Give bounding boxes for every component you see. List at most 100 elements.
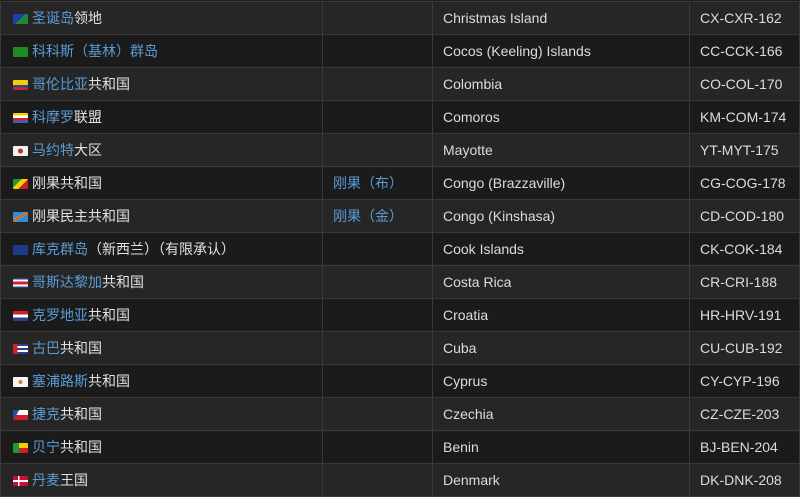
table-row: 古巴共和国 Cuba CU-CUB-192 (0, 331, 800, 365)
english-name-cell: Comoros (432, 100, 690, 134)
code-cell: CG-COG-178 (689, 166, 800, 200)
alt-name-cell (322, 265, 433, 299)
country-name-suffix: 王国 (60, 472, 88, 488)
chinese-name-cell: 科科斯（基林）群岛 (0, 34, 323, 68)
alt-name-link[interactable]: 刚果（布） (333, 175, 403, 191)
chinese-name-cell: 克罗地亚共和国 (0, 298, 323, 332)
code-cell: CC-CCK-166 (689, 34, 800, 68)
country-link[interactable]: 贝宁 (32, 439, 60, 455)
czechia-flag-icon (13, 410, 28, 420)
chinese-name-cell: 科摩罗联盟 (0, 100, 323, 134)
chinese-name-cell: 刚果民主共和国 (0, 199, 323, 233)
alt-name-cell (322, 298, 433, 332)
code-cell: DK-DNK-208 (689, 463, 800, 497)
english-name-cell: Croatia (432, 298, 690, 332)
country-link[interactable]: 克罗地亚 (32, 307, 88, 323)
colombia-flag-icon (13, 80, 28, 90)
country-link[interactable]: 库克群岛 (32, 241, 88, 257)
country-link[interactable]: 马约特 (32, 142, 74, 158)
chinese-name-cell: 马约特大区 (0, 133, 323, 167)
code-cell: CK-COK-184 (689, 232, 800, 266)
english-name-cell: Christmas Island (432, 1, 690, 35)
cocos-islands-flag-icon (13, 47, 28, 57)
code-cell: HR-HRV-191 (689, 298, 800, 332)
benin-flag-icon (13, 443, 28, 453)
alt-name-cell (322, 397, 433, 431)
country-link[interactable]: 哥斯达黎加 (32, 274, 102, 290)
code-cell: CO-COL-170 (689, 67, 800, 101)
code-cell: CZ-CZE-203 (689, 397, 800, 431)
table-row: 克罗地亚共和国 Croatia HR-HRV-191 (0, 298, 800, 332)
cook-islands-flag-icon (13, 245, 28, 255)
country-name-suffix: 共和国 (88, 373, 130, 389)
table-row: 科摩罗联盟 Comoros KM-COM-174 (0, 100, 800, 134)
country-name-suffix: 刚果民主共和国 (32, 208, 130, 224)
cyprus-flag-icon (13, 377, 28, 387)
chinese-name-cell: 库克群岛（新西兰）（有限承认） (0, 232, 323, 266)
table-row: 塞浦路斯共和国 Cyprus CY-CYP-196 (0, 364, 800, 398)
table-row: 马约特大区 Mayotte YT-MYT-175 (0, 133, 800, 167)
alt-name-cell: 刚果（金） (322, 199, 433, 233)
country-link[interactable]: 科摩罗 (32, 109, 74, 125)
code-cell: CD-COD-180 (689, 199, 800, 233)
chinese-name-cell: 丹麦王国 (0, 463, 323, 497)
chinese-name-cell: 哥伦比亚共和国 (0, 67, 323, 101)
country-link[interactable]: 塞浦路斯 (32, 373, 88, 389)
table-row: 贝宁共和国 Benin BJ-BEN-204 (0, 430, 800, 464)
table-row: 哥斯达黎加共和国 Costa Rica CR-CRI-188 (0, 265, 800, 299)
alt-name-cell (322, 364, 433, 398)
code-cell: CY-CYP-196 (689, 364, 800, 398)
country-link[interactable]: 科科斯（基林）群岛 (32, 43, 158, 59)
table-row: 刚果民主共和国 刚果（金） Congo (Kinshasa) CD-COD-180 (0, 199, 800, 233)
chinese-name-cell: 哥斯达黎加共和国 (0, 265, 323, 299)
english-name-cell: Cuba (432, 331, 690, 365)
cuba-flag-icon (13, 344, 28, 354)
alt-name-cell (322, 430, 433, 464)
alt-name-cell (322, 463, 433, 497)
dr-congo-flag-icon (13, 212, 28, 222)
alt-name-cell: 刚果（布） (322, 166, 433, 200)
country-link[interactable]: 古巴 (32, 340, 60, 356)
country-link[interactable]: 哥伦比亚 (32, 76, 88, 92)
alt-name-cell (322, 34, 433, 68)
english-name-cell: Czechia (432, 397, 690, 431)
costa-rica-flag-icon (13, 278, 28, 288)
english-name-cell: Mayotte (432, 133, 690, 167)
alt-name-cell (322, 100, 433, 134)
table-row: 捷克共和国 Czechia CZ-CZE-203 (0, 397, 800, 431)
alt-name-cell (322, 67, 433, 101)
english-name-cell: Benin (432, 430, 690, 464)
comoros-flag-icon (13, 113, 28, 123)
english-name-cell: Cook Islands (432, 232, 690, 266)
english-name-cell: Congo (Kinshasa) (432, 199, 690, 233)
code-cell: BJ-BEN-204 (689, 430, 800, 464)
table-row: 圣诞岛领地 Christmas Island CX-CXR-162 (0, 1, 800, 35)
country-name-suffix: 共和国 (102, 274, 144, 290)
english-name-cell: Congo (Brazzaville) (432, 166, 690, 200)
chinese-name-cell: 刚果共和国 (0, 166, 323, 200)
denmark-flag-icon (13, 476, 28, 486)
country-link[interactable]: 丹麦 (32, 472, 60, 488)
chinese-name-cell: 圣诞岛领地 (0, 1, 323, 35)
christmas-island-flag-icon (13, 14, 28, 24)
country-link[interactable]: 圣诞岛 (32, 10, 74, 26)
country-name-suffix: 共和国 (88, 307, 130, 323)
country-name-suffix: （新西兰）（有限承认） (88, 241, 235, 257)
code-cell: KM-COM-174 (689, 100, 800, 134)
alt-name-cell (322, 331, 433, 365)
country-link[interactable]: 捷克 (32, 406, 60, 422)
country-name-suffix: 共和国 (60, 340, 102, 356)
english-name-cell: Colombia (432, 67, 690, 101)
table-row: 科科斯（基林）群岛 Cocos (Keeling) Islands CC-CCK-1… (0, 34, 800, 68)
english-name-cell: Cocos (Keeling) Islands (432, 34, 690, 68)
table-row: 库克群岛（新西兰）（有限承认） Cook Islands CK-COK-184 (0, 232, 800, 266)
chinese-name-cell: 贝宁共和国 (0, 430, 323, 464)
country-name-suffix: 共和国 (88, 76, 130, 92)
alt-name-link[interactable]: 刚果（金） (333, 208, 403, 224)
country-name-suffix: 共和国 (60, 406, 102, 422)
country-name-suffix: 共和国 (60, 439, 102, 455)
country-name-suffix: 刚果共和国 (32, 175, 102, 191)
congo-flag-icon (13, 179, 28, 189)
country-name-suffix: 领地 (74, 10, 102, 26)
